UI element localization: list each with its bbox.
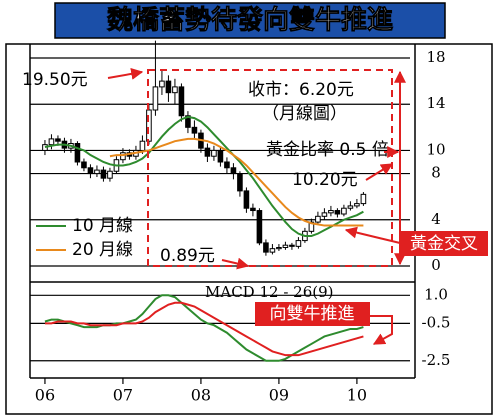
arrow	[221, 257, 250, 270]
y-tick-label: 18	[426, 48, 445, 66]
arrow	[107, 67, 144, 80]
frame	[5, 43, 493, 415]
candle-body	[334, 210, 341, 215]
candle-body	[224, 161, 230, 169]
candle-body	[211, 149, 217, 157]
legend: 10 月線 20 月線	[36, 216, 133, 260]
candle-body	[276, 247, 282, 250]
candle-body	[347, 205, 354, 209]
annotation: 向雙牛推進	[270, 304, 355, 324]
ma-line	[44, 294, 364, 362]
candle-body	[295, 240, 302, 247]
y-tick-label: 1.0	[424, 285, 448, 303]
ma-line	[44, 115, 364, 237]
candle-body	[269, 248, 276, 253]
candle-body	[321, 212, 328, 217]
title-banner	[54, 2, 446, 39]
candle-body	[263, 242, 269, 253]
arrow	[370, 315, 393, 345]
y-tick-label: -0.5	[422, 313, 451, 331]
candle-body	[120, 152, 126, 161]
candle-body	[341, 207, 347, 215]
candle-body	[159, 80, 165, 88]
candle-body	[146, 109, 152, 142]
chart-title: 魏橋蓄勢待發向雙牛推進	[106, 5, 393, 36]
y-tick-label: 0	[431, 256, 441, 274]
annotation: 10.20元	[292, 170, 358, 190]
arrow	[365, 163, 394, 181]
annotation: 19.50元	[22, 70, 88, 90]
annotation: 收市：6.20元	[248, 80, 354, 100]
candle-body	[55, 138, 61, 142]
x-tick-label: 09	[269, 386, 289, 405]
candle-body	[107, 170, 113, 179]
candle-body	[191, 126, 198, 134]
annotation: 黃金交叉	[410, 234, 478, 254]
candle-body	[74, 143, 81, 163]
x-tick-label: 06	[35, 386, 55, 405]
candle-body	[243, 190, 250, 209]
macd-title: MACD 12 - 26(9)	[205, 283, 334, 301]
candle-body	[100, 169, 107, 179]
x-tick-label: 07	[113, 386, 133, 405]
candle-body	[328, 210, 334, 214]
candle-body	[282, 244, 289, 249]
annotation: 0.89元	[160, 246, 215, 266]
candle-body	[178, 86, 185, 117]
candle-body	[172, 86, 178, 94]
callout-box	[400, 231, 488, 256]
candle-body	[308, 221, 315, 232]
candle-body	[139, 140, 146, 151]
y-tick-label: 10	[426, 140, 445, 158]
candle-body	[256, 210, 263, 244]
y-tick-label: 8	[431, 164, 441, 182]
y-tick-label: 4	[431, 210, 441, 228]
arrow	[344, 226, 401, 244]
annotation: 黃金比率 0.5 倍	[266, 140, 389, 160]
candle-body	[152, 86, 159, 111]
candle-body	[217, 149, 224, 163]
candle-body	[204, 147, 211, 157]
ma-line	[44, 301, 364, 357]
candle-body	[48, 138, 55, 146]
y-tick-label: -2.5	[422, 351, 451, 369]
candle-body	[87, 167, 94, 175]
candle-body	[81, 161, 87, 169]
candle-body	[289, 244, 295, 247]
callout-box	[255, 302, 370, 326]
candle-body	[250, 207, 256, 212]
candle-body	[230, 167, 237, 175]
candle-body	[354, 203, 360, 207]
legend-label: 20 月線	[72, 240, 133, 260]
candle-body	[185, 115, 191, 128]
x-tick-label: 10	[347, 386, 367, 405]
candle-body	[94, 169, 100, 175]
y-tick-label: 14	[426, 94, 445, 112]
x-tick-label: 08	[191, 386, 211, 405]
candle-body	[165, 80, 172, 94]
candle-body	[237, 173, 243, 192]
ma-line	[109, 137, 364, 227]
candle-body	[360, 193, 367, 205]
legend-label: 10 月線	[72, 216, 133, 236]
candle-body	[315, 215, 321, 223]
annotation: （月線圖）	[262, 104, 347, 124]
